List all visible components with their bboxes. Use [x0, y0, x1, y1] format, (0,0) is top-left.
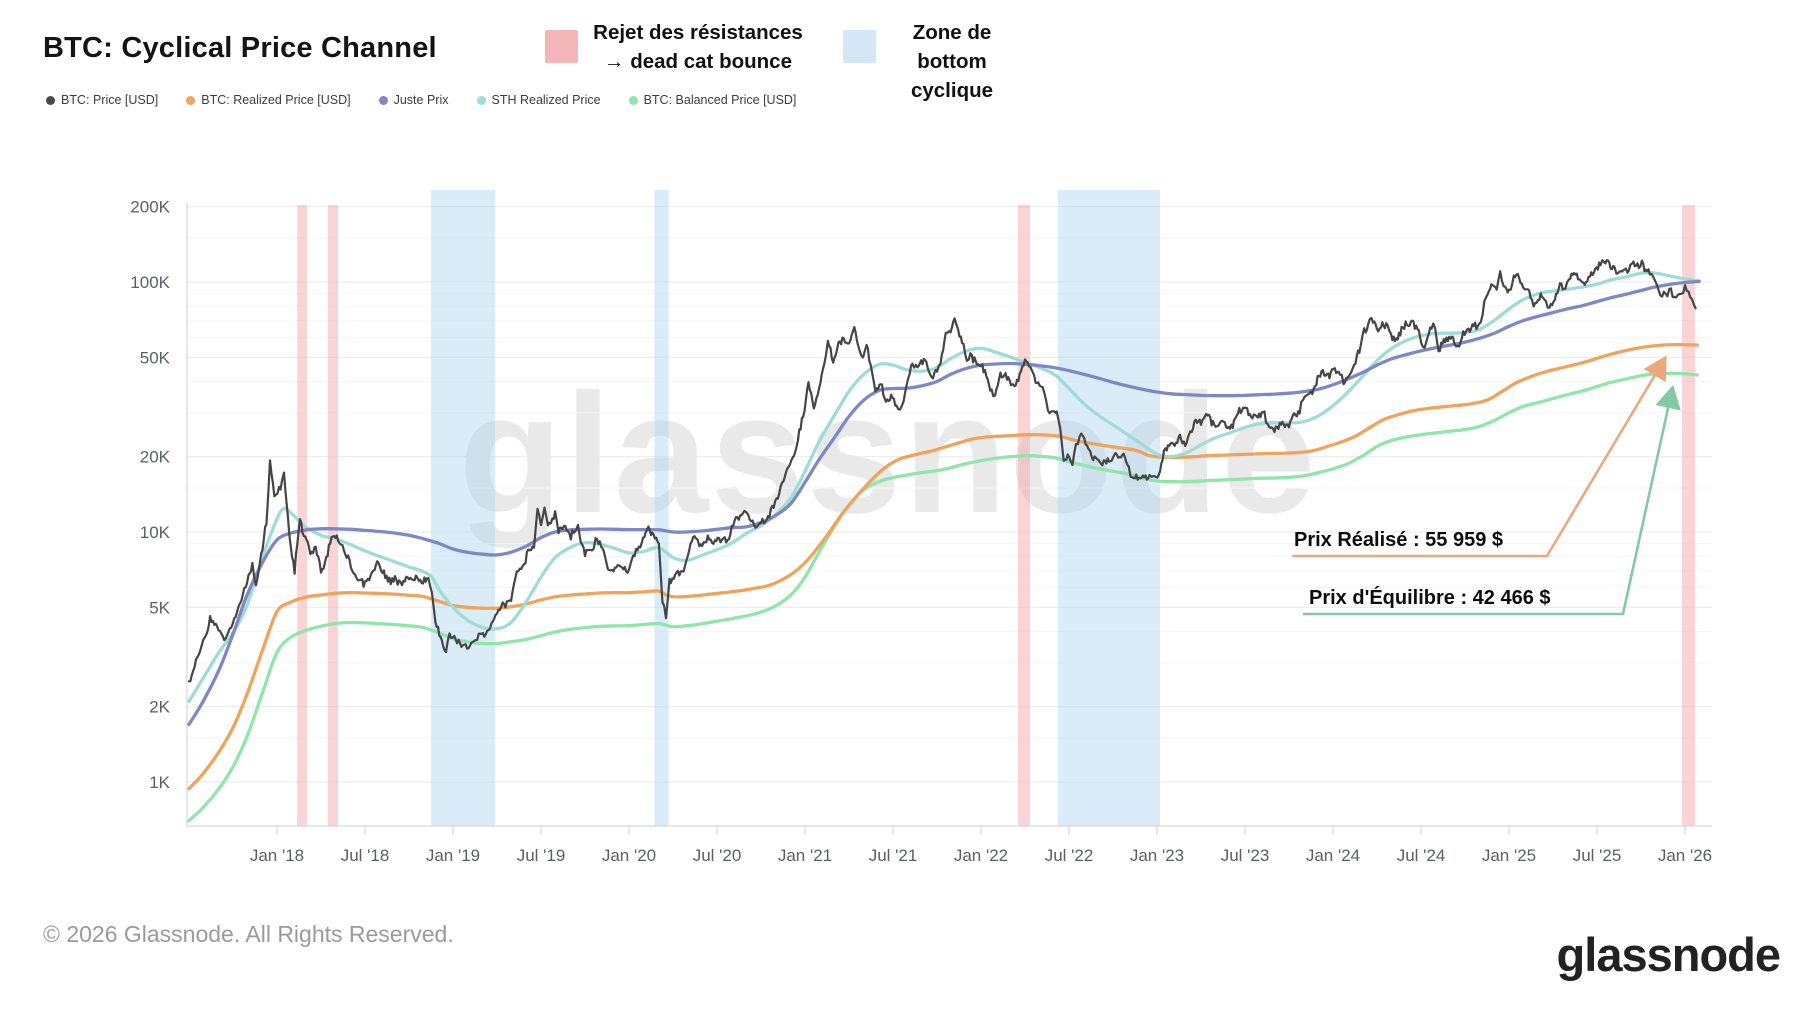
band-resistance-0: [297, 205, 307, 826]
series-btc-balanced-price-usd: [187, 371, 1699, 823]
gridlines: [187, 206, 1712, 783]
axes: Jan '18 Jul '18 Jan '19 Jul '19 Jan '20 Jul '…: [130, 198, 1712, 865]
realized-price-annotation: Prix Réalisé : 55 959 $: [1294, 529, 1504, 551]
highlight-bands: [297, 190, 1695, 826]
x-tick-label: Jan '20: [602, 846, 656, 865]
resistance-zone-legend: Rejet des résistances → dead cat bounce: [578, 18, 818, 76]
x-tick-label: Jul '22: [1045, 846, 1094, 865]
y-tick-label: 1K: [149, 773, 170, 792]
series-legend: BTC: Price [USD] BTC: Realized Price [US…: [46, 93, 796, 107]
band-bottom-2: [431, 190, 496, 826]
resistance-zone-legend-line1: Rejet des résistances: [593, 21, 803, 44]
realized-price-dot-icon: [186, 95, 196, 105]
bottom-zone-legend: Zone de bottom cyclique: [877, 18, 1027, 105]
band-resistance-1: [328, 205, 338, 826]
x-tick-label: Jul '25: [1573, 846, 1622, 865]
x-tick-label: Jan '18: [250, 846, 304, 865]
legend-item-realized-price[interactable]: BTC: Realized Price [USD]: [186, 93, 351, 107]
legend-label: Juste Prix: [393, 93, 449, 107]
y-tick-label: 50K: [140, 348, 171, 367]
y-tick-label: 10K: [140, 523, 171, 542]
legend-item-sth-realized[interactable]: STH Realized Price: [476, 93, 601, 107]
equilibrium-price-annotation: Prix d'Équilibre : 42 466 $: [1309, 587, 1551, 609]
series-lines: [187, 259, 1701, 823]
series-btc-realized-price-usd: [187, 342, 1699, 791]
page-title: BTC: Cyclical Price Channel: [43, 32, 437, 64]
band-resistance-6: [1682, 205, 1695, 826]
x-tick-label: Jul '20: [693, 846, 742, 865]
glassnode-logo: glassnode: [1556, 928, 1781, 981]
legend-item-juste-prix[interactable]: Juste Prix: [378, 93, 449, 107]
series-sth-realized-price: [187, 271, 1701, 704]
bottom-zone-legend-line2: cyclique: [910, 79, 994, 102]
legend-label: STH Realized Price: [491, 93, 601, 107]
annotation-arrow-0: [1292, 355, 1667, 558]
copyright-text: © 2026 Glassnode. All Rights Reserved.: [43, 921, 454, 947]
balanced-price-dot-icon: [628, 95, 638, 105]
series-juste-prix: [187, 279, 1701, 727]
x-tick-label: Jul '19: [517, 846, 566, 865]
band-bottom-3: [654, 190, 669, 826]
bottom-zone-legend-line1: Zone de bottom: [912, 21, 992, 73]
band-bottom-5: [1057, 190, 1160, 826]
juste-prix-dot-icon: [378, 95, 388, 105]
x-tick-label: Jul '21: [869, 846, 918, 865]
sth-realized-dot-icon: [476, 95, 486, 105]
band-resistance-4: [1018, 205, 1030, 826]
x-tick-label: Jan '21: [778, 846, 832, 865]
y-tick-label: 20K: [140, 448, 171, 467]
y-tick-label: 2K: [149, 698, 170, 717]
y-tick-label: 100K: [130, 273, 170, 292]
x-tick-label: Jul '23: [1221, 846, 1270, 865]
bottom-zone-swatch: [843, 30, 876, 63]
y-tick-label: 200K: [130, 198, 170, 217]
x-tick-label: Jan '25: [1482, 846, 1536, 865]
x-tick-label: Jan '26: [1658, 846, 1712, 865]
x-tick-label: Jan '22: [954, 846, 1008, 865]
legend-item-btc-price[interactable]: BTC: Price [USD]: [46, 93, 158, 107]
glassnode-watermark: glassnode: [459, 359, 1318, 549]
legend-label: BTC: Price [USD]: [61, 93, 159, 107]
legend-item-balanced-price[interactable]: BTC: Balanced Price [USD]: [628, 93, 797, 107]
series-btc-price-usd: [187, 259, 1697, 683]
x-tick-label: Jan '24: [1306, 846, 1360, 865]
x-tick-label: Jul '18: [341, 846, 390, 865]
legend-label: BTC: Balanced Price [USD]: [643, 93, 797, 107]
legend-label: BTC: Realized Price [USD]: [201, 93, 351, 107]
x-tick-label: Jan '19: [426, 846, 480, 865]
x-tick-label: Jan '23: [1130, 846, 1184, 865]
resistance-zone-swatch: [545, 30, 578, 63]
btc-price-dot-icon: [46, 95, 55, 105]
resistance-zone-legend-line2: → dead cat bounce: [604, 50, 792, 73]
y-tick-label: 5K: [149, 598, 170, 617]
annotation-arrow-1: [1303, 384, 1681, 616]
x-tick-label: Jul '24: [1397, 846, 1446, 865]
